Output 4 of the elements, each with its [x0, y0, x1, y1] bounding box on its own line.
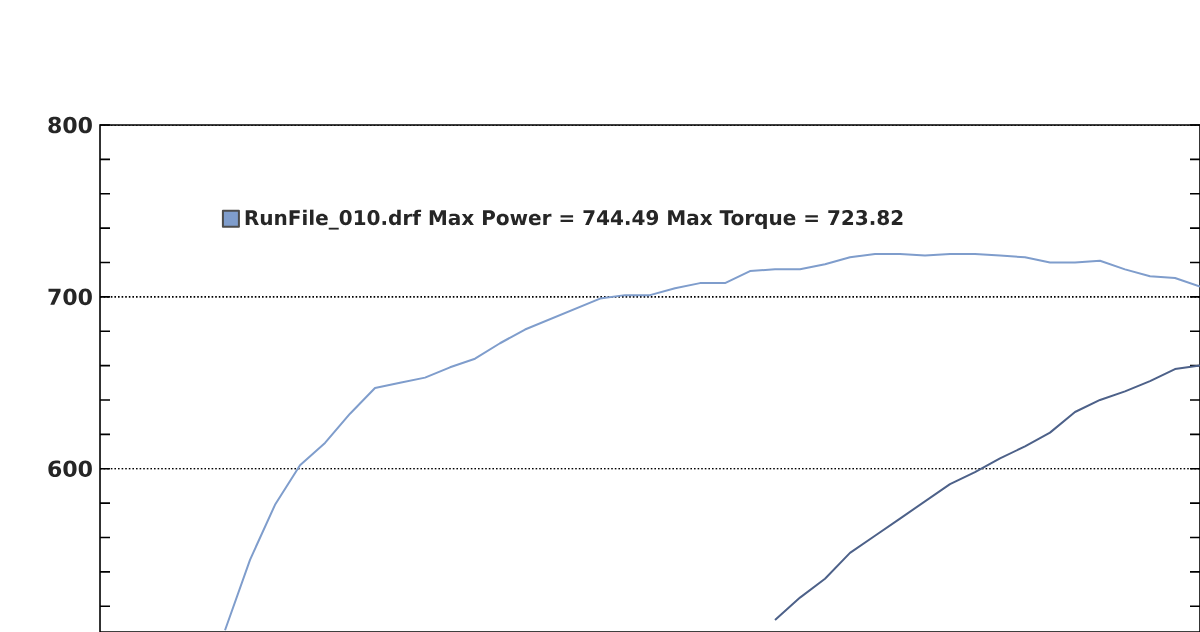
- y-tick-label: 600: [48, 460, 92, 478]
- y-tick-label: 800: [48, 116, 92, 134]
- legend-label: RunFile_010.drf Max Power = 744.49 Max Torque = 723.82: [245, 209, 903, 230]
- y-tick-label: 700: [48, 288, 92, 306]
